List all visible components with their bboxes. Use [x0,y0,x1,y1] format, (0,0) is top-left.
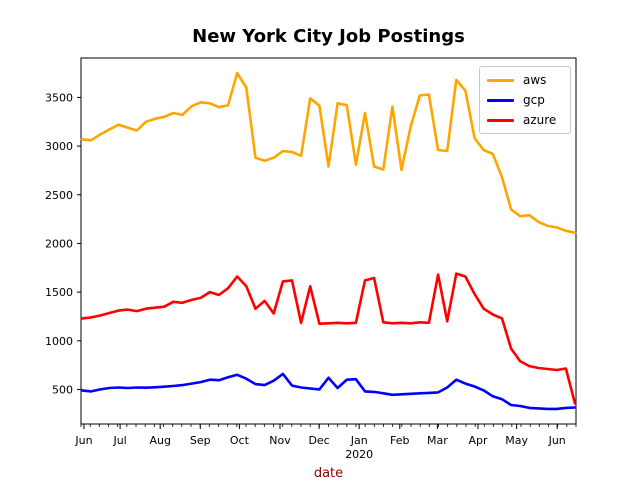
x-tick-label: Feb [390,434,409,447]
y-tick-label: 1500 [45,286,73,299]
legend-label-azure: azure [523,113,557,127]
legend-line-gcp [487,98,514,102]
legend-line-azure [487,118,514,122]
x-tick-label: May [505,434,528,447]
legend-line-aws [487,78,514,82]
x-tick-label: Jun [74,434,92,447]
legend-label-aws: aws [523,73,547,87]
x-year-label: 2020 [345,448,373,461]
legend-entry-aws: aws [487,74,563,86]
y-tick-label: 1000 [45,335,73,348]
legend-entry-azure: azure [487,114,563,126]
legend-label-gcp: gcp [523,93,545,107]
series-line-azure [80,272,577,405]
x-tick-label: Jun [548,434,566,447]
chart-title: New York City Job Postings [192,26,465,47]
x-tick-label: Jan [350,434,368,447]
y-tick-label: 2500 [45,189,73,202]
x-tick-label: Apr [468,434,488,447]
y-tick-label: 3500 [45,91,73,104]
x-tick-label: Aug [149,434,170,447]
x-tick-label: Oct [230,434,250,447]
y-tick-label: 3000 [45,140,73,153]
y-tick-label: 2000 [45,237,73,250]
legend-entry-gcp: gcp [487,94,563,106]
x-tick-label: Sep [190,434,211,447]
x-tick-label: Jul [112,434,126,447]
series-line-aws [80,71,577,234]
x-tick-label: Mar [427,434,448,447]
y-tick-label: 500 [52,383,73,396]
x-tick-label: Nov [269,434,291,447]
series-line-gcp [80,372,577,411]
x-tick-label: Dec [308,434,329,447]
x-axis-label: date [313,466,344,481]
legend: aws gcp azure [479,66,571,134]
